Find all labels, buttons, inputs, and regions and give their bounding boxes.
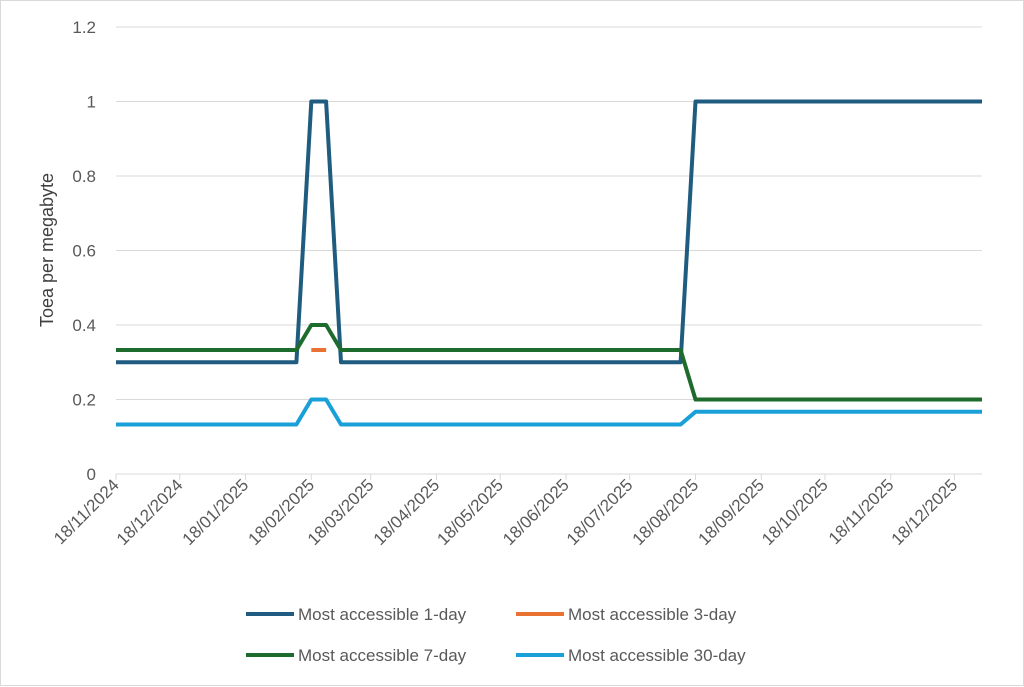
- y-tick-label: 0: [87, 465, 96, 484]
- x-tick-label: 18/06/2025: [499, 475, 573, 549]
- y-tick-label: 1.2: [72, 18, 96, 37]
- y-tick-label: 0.4: [72, 316, 96, 335]
- x-tick-label: 18/10/2025: [758, 475, 832, 549]
- y-axis-ticks: 0 0.2 0.4 0.6 0.8 1 1.2: [72, 18, 96, 484]
- series-line-4: [116, 397, 982, 427]
- x-tick-label: 18/11/2025: [825, 475, 898, 548]
- x-tick-label: 18/04/2025: [370, 475, 444, 549]
- x-axis-ticks: 18/11/202418/12/202418/01/202518/02/2025…: [50, 474, 961, 549]
- y-tick-label: 0.2: [72, 391, 96, 410]
- gridlines: [116, 26, 982, 400]
- legend: Most accessible 1-day Most accessible 3-d…: [246, 605, 746, 665]
- x-tick-label: 18/01/2025: [179, 475, 253, 549]
- y-axis-title: Toea per megabyte: [37, 173, 57, 327]
- series-lines: [116, 99, 982, 427]
- series-line-3: [116, 323, 982, 402]
- x-tick-label: 18/08/2025: [629, 475, 703, 549]
- x-tick-label: 18/11/2024: [50, 475, 123, 548]
- y-tick-label: 0.8: [72, 167, 96, 186]
- legend-label: Most accessible 1-day: [298, 605, 467, 624]
- legend-label: Most accessible 7-day: [298, 646, 467, 665]
- x-tick-label: 18/05/2025: [433, 475, 507, 549]
- legend-label: Most accessible 3-day: [568, 605, 737, 624]
- series-line-1: [116, 99, 982, 365]
- y-tick-label: 1: [87, 93, 96, 112]
- x-tick-label: 18/09/2025: [694, 475, 768, 549]
- x-tick-label: 18/12/2025: [888, 475, 962, 549]
- y-tick-label: 0.6: [72, 242, 96, 261]
- x-tick-label: 18/12/2024: [113, 475, 187, 549]
- legend-label: Most accessible 30-day: [568, 646, 746, 665]
- x-tick-label: 18/07/2025: [563, 475, 637, 549]
